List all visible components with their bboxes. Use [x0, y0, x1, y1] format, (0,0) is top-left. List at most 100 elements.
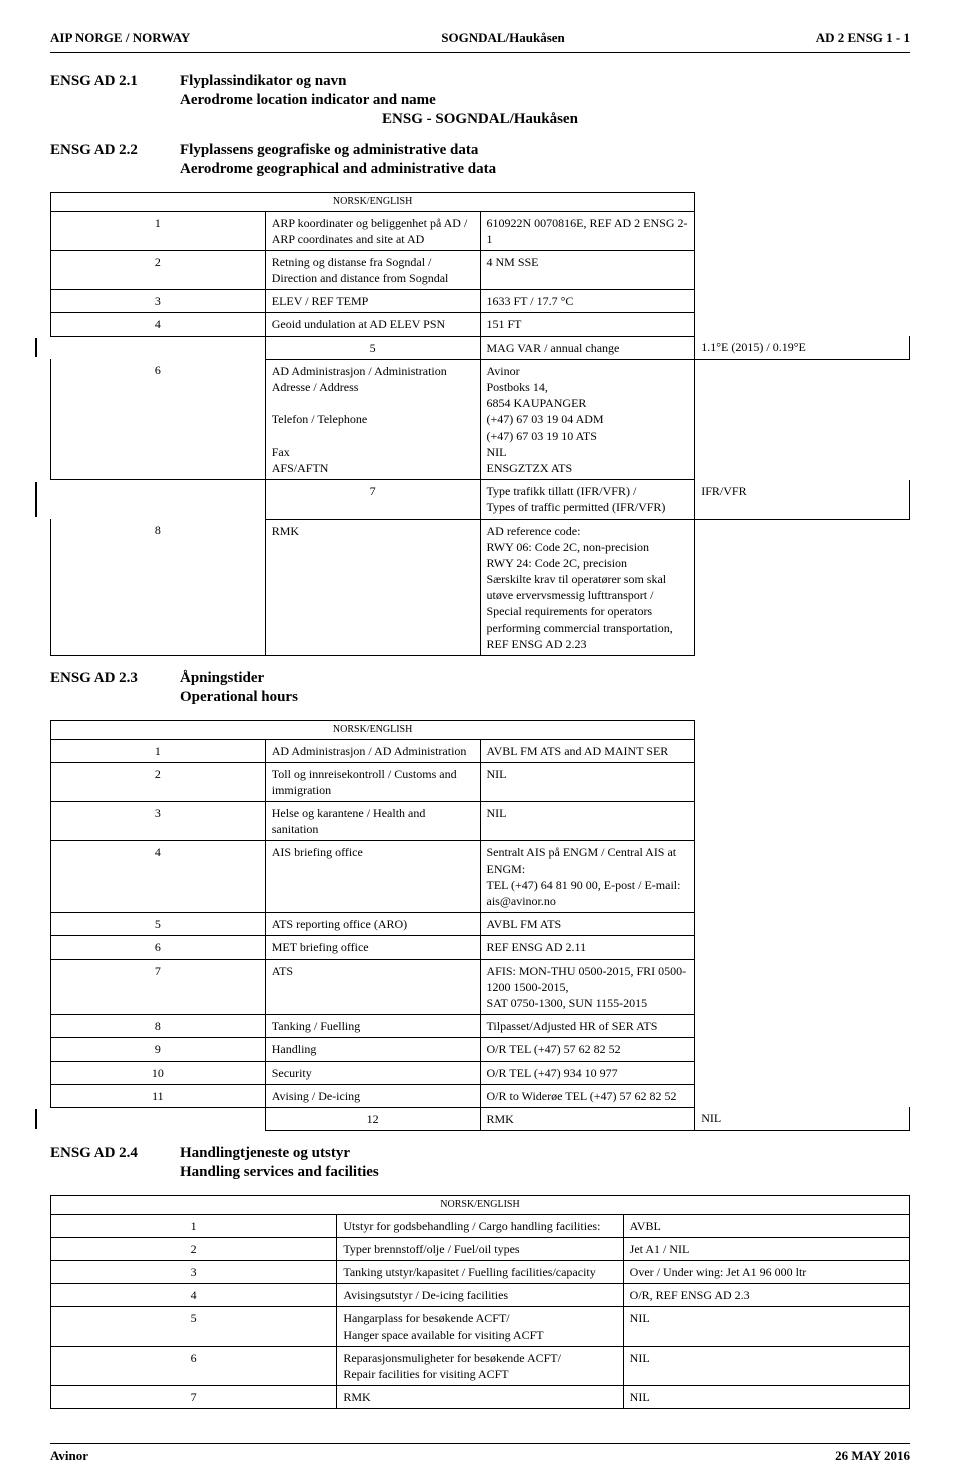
- row-label: RMK: [337, 1386, 623, 1409]
- table-row: 9 Handling O/R TEL (+47) 57 62 82 52: [51, 1038, 910, 1061]
- table-row: 2 Retning og distanse fra Sogndal /Direc…: [51, 250, 910, 289]
- row-value: REF ENSG AD 2.11: [480, 936, 695, 959]
- table-row: 7 RMK NIL: [51, 1386, 910, 1409]
- table-row: 6 AD Administrasjon / Administration Adr…: [51, 359, 910, 479]
- table-caption: NORSK/ENGLISH: [51, 721, 695, 740]
- row-value: IFR/VFR: [695, 480, 910, 519]
- row-label: Utstyr for godsbehandling / Cargo handli…: [337, 1214, 623, 1237]
- table-handling-services: NORSK/ENGLISH 1 Utstyr for godsbehandlin…: [50, 1195, 910, 1409]
- row-number: 6: [51, 1346, 337, 1385]
- table-row: 8 Tanking / Fuelling Tilpasset/Adjusted …: [51, 1015, 910, 1038]
- row-number: 2: [51, 1237, 337, 1260]
- row-label: Geoid undulation at AD ELEV PSN: [265, 313, 480, 336]
- table-row: 1 AD Administrasjon / AD Administration …: [51, 739, 910, 762]
- row-value: O/R TEL (+47) 57 62 82 52: [480, 1038, 695, 1061]
- table-row: 7 Type trafikk tillatt (IFR/VFR) /Types …: [51, 480, 910, 519]
- page-header: AIP NORGE / NORWAY SOGNDAL/Haukåsen AD 2…: [50, 30, 910, 46]
- table-row: 2 Toll og innreisekontroll / Customs and…: [51, 762, 910, 801]
- page-footer: Avinor 26 MAY 2016: [50, 1443, 910, 1464]
- table-row: 3 Tanking utstyr/kapasitet / Fuelling fa…: [51, 1260, 910, 1283]
- row-value: Jet A1 / NIL: [623, 1237, 909, 1260]
- row-value: 4 NM SSE: [480, 250, 695, 289]
- row-number: 1: [51, 1214, 337, 1237]
- row-value: NIL: [480, 802, 695, 841]
- row-label: Toll og innreisekontroll / Customs and i…: [265, 762, 480, 801]
- row-label: MAG VAR / annual change: [480, 336, 695, 359]
- table-row: 5 Hangarplass for besøkende ACFT/Hanger …: [51, 1307, 910, 1346]
- section-title: Flyplassindikator og navn: [180, 73, 346, 90]
- section-subtitle: Aerodrome location indicator and name: [180, 92, 910, 109]
- row-number: 9: [51, 1038, 266, 1061]
- row-value: 151 FT: [480, 313, 695, 336]
- section-code: ENSG AD 2.4: [50, 1145, 180, 1162]
- row-label: Tanking / Fuelling: [265, 1015, 480, 1038]
- row-number: 2: [51, 762, 266, 801]
- row-number: 11: [51, 1084, 266, 1107]
- row-label: Security: [265, 1061, 480, 1084]
- table-caption: NORSK/ENGLISH: [51, 193, 695, 212]
- row-label: AD Administrasjon / AD Administration: [265, 739, 480, 762]
- row-number: 3: [51, 1260, 337, 1283]
- row-label: Tanking utstyr/kapasitet / Fuelling faci…: [337, 1260, 623, 1283]
- row-label: RMK: [480, 1107, 695, 1130]
- section-title: Handlingtjeneste og utstyr: [180, 1145, 350, 1162]
- row-number: 1: [51, 211, 266, 250]
- header-center: SOGNDAL/Haukåsen: [441, 30, 565, 46]
- section-title: Flyplassens geografiske og administrativ…: [180, 142, 478, 159]
- row-label: Reparasjonsmuligheter for besøkende ACFT…: [337, 1346, 623, 1385]
- row-number: 3: [51, 290, 266, 313]
- row-value: AVBL FM ATS and AD MAINT SER: [480, 739, 695, 762]
- table-caption: NORSK/ENGLISH: [51, 1196, 910, 1215]
- section-2-1: ENSG AD 2.1 Flyplassindikator og navn Ae…: [50, 73, 910, 128]
- table-row: 1 Utstyr for godsbehandling / Cargo hand…: [51, 1214, 910, 1237]
- row-value: O/R TEL (+47) 934 10 977: [480, 1061, 695, 1084]
- row-number: 2: [51, 250, 266, 289]
- row-label: ARP koordinater og beliggenhet på AD /AR…: [265, 211, 480, 250]
- row-label: ELEV / REF TEMP: [265, 290, 480, 313]
- row-value: Tilpasset/Adjusted HR of SER ATS: [480, 1015, 695, 1038]
- section-code: ENSG AD 2.3: [50, 670, 180, 687]
- row-label: AD Administrasjon / Administration Adres…: [265, 359, 480, 479]
- header-left: AIP NORGE / NORWAY: [50, 30, 190, 46]
- section-2-4: ENSG AD 2.4 Handlingtjeneste og utstyr H…: [50, 1145, 910, 1181]
- table-row: 4 Geoid undulation at AD ELEV PSN 151 FT: [51, 313, 910, 336]
- section-subtitle: Handling services and facilities: [180, 1164, 910, 1181]
- row-number: 5: [265, 336, 480, 359]
- row-number: 4: [51, 1284, 337, 1307]
- row-label: Avisingsutstyr / De-icing facilities: [337, 1284, 623, 1307]
- row-number: 12: [265, 1107, 480, 1130]
- table-row: 6 Reparasjonsmuligheter for besøkende AC…: [51, 1346, 910, 1385]
- row-label: Helse og karantene / Health and sanitati…: [265, 802, 480, 841]
- row-value: AD reference code: RWY 06: Code 2C, non-…: [480, 519, 695, 656]
- row-number: 8: [51, 1015, 266, 1038]
- section-2-2: ENSG AD 2.2 Flyplassens geografiske og a…: [50, 142, 910, 178]
- row-value: AFIS: MON-THU 0500-2015, FRI 0500-1200 1…: [480, 959, 695, 1015]
- section-subtitle: Aerodrome geographical and administrativ…: [180, 161, 910, 178]
- row-value: NIL: [623, 1346, 909, 1385]
- row-value: AVBL: [623, 1214, 909, 1237]
- row-value: NIL: [695, 1107, 910, 1130]
- row-label: AIS briefing office: [265, 841, 480, 913]
- section-center: ENSG - SOGNDAL/Haukåsen: [50, 111, 910, 128]
- table-row: 5 ATS reporting office (ARO) AVBL FM ATS: [51, 913, 910, 936]
- section-code: ENSG AD 2.1: [50, 73, 180, 90]
- table-row: 1 ARP koordinater og beliggenhet på AD /…: [51, 211, 910, 250]
- row-value: NIL: [480, 762, 695, 801]
- row-value: NIL: [623, 1386, 909, 1409]
- table-geographical: NORSK/ENGLISH 1 ARP koordinater og belig…: [50, 192, 910, 656]
- row-label: MET briefing office: [265, 936, 480, 959]
- table-row: 8 RMK AD reference code: RWY 06: Code 2C…: [51, 519, 910, 656]
- table-row: 7 ATS AFIS: MON-THU 0500-2015, FRI 0500-…: [51, 959, 910, 1015]
- footer-left: Avinor: [50, 1448, 88, 1464]
- table-row: 3 ELEV / REF TEMP 1633 FT / 17.7 °C: [51, 290, 910, 313]
- row-value: 1633 FT / 17.7 °C: [480, 290, 695, 313]
- header-rule: [50, 52, 910, 53]
- section-subtitle: Operational hours: [180, 689, 910, 706]
- row-value: O/R, REF ENSG AD 2.3: [623, 1284, 909, 1307]
- row-value: AVBL FM ATS: [480, 913, 695, 936]
- row-label: ATS: [265, 959, 480, 1015]
- row-number: 3: [51, 802, 266, 841]
- row-value: O/R to Widerøe TEL (+47) 57 62 82 52: [480, 1084, 695, 1107]
- row-label: Typer brennstoff/olje / Fuel/oil types: [337, 1237, 623, 1260]
- row-label: Hangarplass for besøkende ACFT/Hanger sp…: [337, 1307, 623, 1346]
